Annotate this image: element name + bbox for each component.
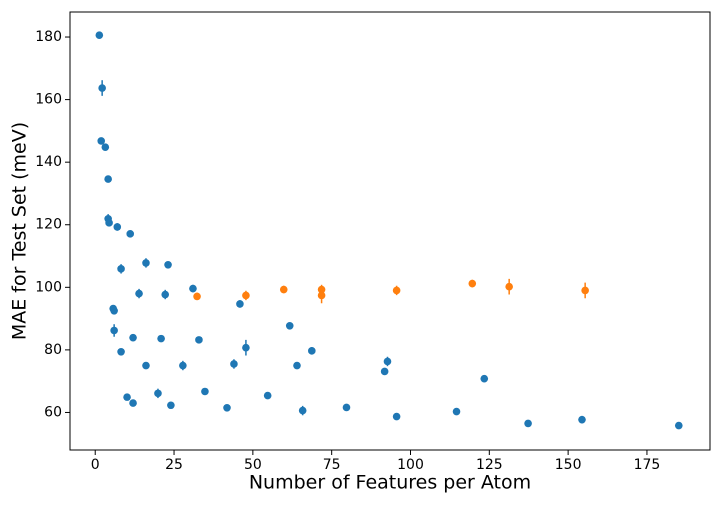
x-tick-label: 150 xyxy=(555,457,582,473)
y-tick-label: 80 xyxy=(44,342,62,358)
x-tick-label: 50 xyxy=(244,457,262,473)
point xyxy=(317,291,326,300)
point xyxy=(342,403,351,412)
point xyxy=(578,415,586,424)
point xyxy=(674,421,683,430)
x-tick-label: 25 xyxy=(165,457,183,473)
x-tick-label: 100 xyxy=(397,457,424,473)
point xyxy=(242,343,250,352)
point xyxy=(293,361,301,370)
point xyxy=(161,290,170,299)
point xyxy=(279,285,288,294)
point xyxy=(505,282,513,291)
point xyxy=(480,374,489,383)
point xyxy=(223,403,231,412)
point xyxy=(263,391,272,400)
point xyxy=(179,361,187,370)
point xyxy=(383,357,392,366)
point xyxy=(298,406,307,415)
point xyxy=(164,260,172,269)
point xyxy=(380,367,389,376)
point xyxy=(230,360,238,368)
y-tick-label: 60 xyxy=(44,404,62,420)
point xyxy=(189,284,197,293)
point xyxy=(97,137,106,145)
point xyxy=(126,230,135,238)
point xyxy=(157,334,165,343)
point xyxy=(98,84,106,92)
point xyxy=(129,333,137,342)
point xyxy=(129,399,137,407)
point xyxy=(110,326,118,335)
point xyxy=(113,223,122,231)
point xyxy=(392,286,401,295)
point xyxy=(193,292,201,301)
y-tick-label: 140 xyxy=(35,154,62,170)
point xyxy=(95,31,104,39)
y-axis-label: MAE for Test Set (meV) xyxy=(9,122,31,340)
point xyxy=(101,143,110,151)
y-tick-label: 180 xyxy=(35,29,62,45)
x-tick-label: 0 xyxy=(91,457,100,473)
point xyxy=(110,306,118,315)
point xyxy=(154,389,162,398)
point xyxy=(142,259,150,267)
point xyxy=(135,289,143,298)
point xyxy=(524,419,532,428)
y-tick-label: 160 xyxy=(35,92,62,108)
x-axis-label: Number of Features per Atom xyxy=(249,472,531,494)
point xyxy=(452,407,461,416)
point xyxy=(142,361,150,370)
x-tick-label: 175 xyxy=(634,457,661,473)
point xyxy=(104,175,112,183)
point xyxy=(468,279,477,288)
point xyxy=(195,336,203,344)
point xyxy=(581,286,589,295)
point xyxy=(105,219,113,227)
x-tick-label: 125 xyxy=(476,457,503,473)
point xyxy=(392,412,401,421)
point xyxy=(117,347,125,356)
point xyxy=(167,401,175,410)
point xyxy=(285,321,294,330)
y-tick-label: 100 xyxy=(35,279,62,295)
x-tick-label: 75 xyxy=(323,457,341,473)
y-tick-label: 120 xyxy=(35,217,62,233)
point xyxy=(242,291,250,300)
point xyxy=(236,300,244,308)
point xyxy=(201,387,209,396)
point xyxy=(117,265,125,273)
point xyxy=(308,347,316,355)
plot-frame xyxy=(69,11,711,451)
point xyxy=(123,393,131,401)
